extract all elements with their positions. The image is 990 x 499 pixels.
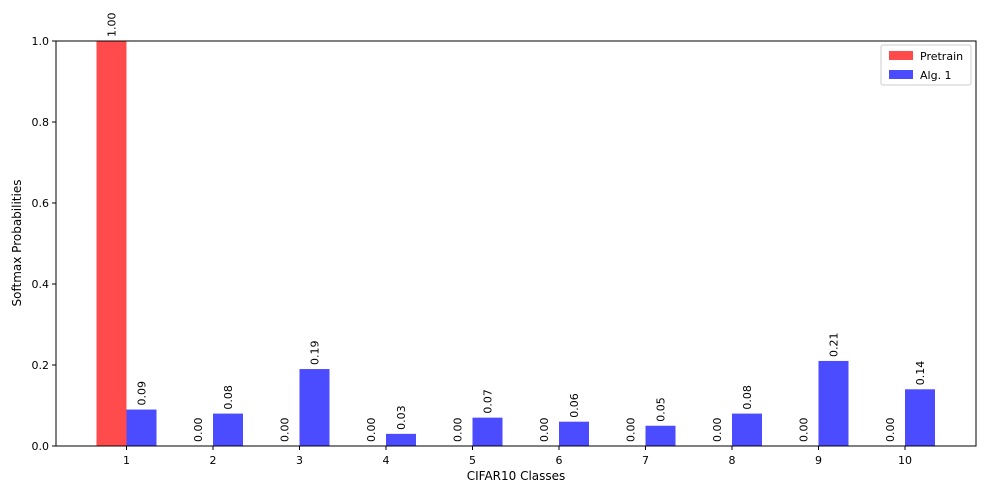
bar-value-label-alg1: 0.09	[136, 381, 149, 406]
bars-layer	[96, 41, 935, 446]
bar-value-label-pretrain: 0.00	[538, 418, 551, 443]
bar-value-label-alg1: 0.19	[309, 341, 322, 366]
legend-label-alg1: Alg. 1	[920, 69, 952, 82]
x-tick-label: 6	[556, 454, 563, 467]
legend: Pretrain Alg. 1	[880, 44, 972, 86]
bar-value-label-pretrain: 0.00	[192, 418, 205, 443]
bar-value-label-pretrain: 0.00	[884, 418, 897, 443]
bar-alg1-7	[645, 425, 676, 446]
bar-alg1-9	[818, 360, 849, 446]
bar-value-label-alg1: 0.08	[741, 385, 754, 410]
x-tick-label: 5	[469, 454, 476, 467]
bar-alg1-2	[213, 413, 243, 446]
x-tick-label: 2	[210, 454, 217, 467]
x-axis: 1 2 3 4 5 6 7 8 9 10	[123, 446, 912, 467]
bar-alg1-6	[559, 421, 589, 446]
y-tick-label: 0.4	[32, 278, 50, 291]
legend-label-pretrain: Pretrain	[920, 50, 963, 63]
y-tick-label: 0.0	[32, 440, 50, 453]
legend-swatch-pretrain	[889, 51, 913, 60]
x-tick-label: 4	[383, 454, 390, 467]
x-tick-label: 1	[123, 454, 130, 467]
bar-value-label-pretrain: 0.00	[365, 418, 378, 443]
bar-pretrain-1	[96, 41, 127, 446]
bar-value-label-alg1: 0.07	[482, 389, 495, 414]
bar-alg1-4	[386, 433, 416, 446]
bar-value-label-pretrain: 0.00	[711, 418, 724, 443]
bar-value-label-alg1: 0.14	[914, 361, 927, 386]
x-tick-label: 3	[296, 454, 303, 467]
bar-value-label-alg1: 0.21	[828, 332, 841, 357]
y-tick-label: 0.8	[32, 116, 50, 129]
x-tick-label: 7	[642, 454, 649, 467]
bar-alg1-10	[905, 389, 935, 446]
y-axis: 0.0 0.2 0.4 0.6 0.8 1.0	[32, 35, 56, 453]
x-tick-label: 10	[898, 454, 912, 467]
bar-value-label-pretrain: 0.00	[625, 418, 638, 443]
y-tick-label: 0.6	[32, 197, 50, 210]
bar-labels-layer: 1.00 0.00 0.00 0.00 0.00 0.00 0.00 0.00 0.00 0.00…	[106, 13, 928, 443]
bar-value-label-pretrain: 1.00	[106, 13, 119, 38]
x-axis-label: CIFAR10 Classes	[467, 469, 566, 483]
bar-value-label-pretrain: 0.00	[452, 418, 465, 443]
bar-alg1-8	[732, 413, 762, 446]
legend-swatch-alg1	[889, 70, 913, 79]
x-tick-label: 9	[815, 454, 822, 467]
bar-value-label-alg1: 0.05	[655, 397, 668, 422]
bar-value-label-pretrain: 0.00	[279, 418, 292, 443]
bar-value-label-alg1: 0.03	[395, 405, 408, 430]
bar-alg1-5	[472, 417, 503, 446]
bar-value-label-alg1: 0.08	[222, 385, 235, 410]
plot-frame	[55, 40, 977, 447]
bar-value-label-pretrain: 0.00	[798, 418, 811, 443]
y-tick-label: 0.2	[32, 359, 50, 372]
x-tick-label: 8	[729, 454, 736, 467]
y-axis-label: Softmax Probabilities	[10, 180, 24, 307]
y-tick-label: 1.0	[32, 35, 50, 48]
bar-alg1-1	[126, 409, 157, 446]
bar-alg1-3	[299, 369, 330, 446]
bar-value-label-alg1: 0.06	[568, 393, 581, 418]
